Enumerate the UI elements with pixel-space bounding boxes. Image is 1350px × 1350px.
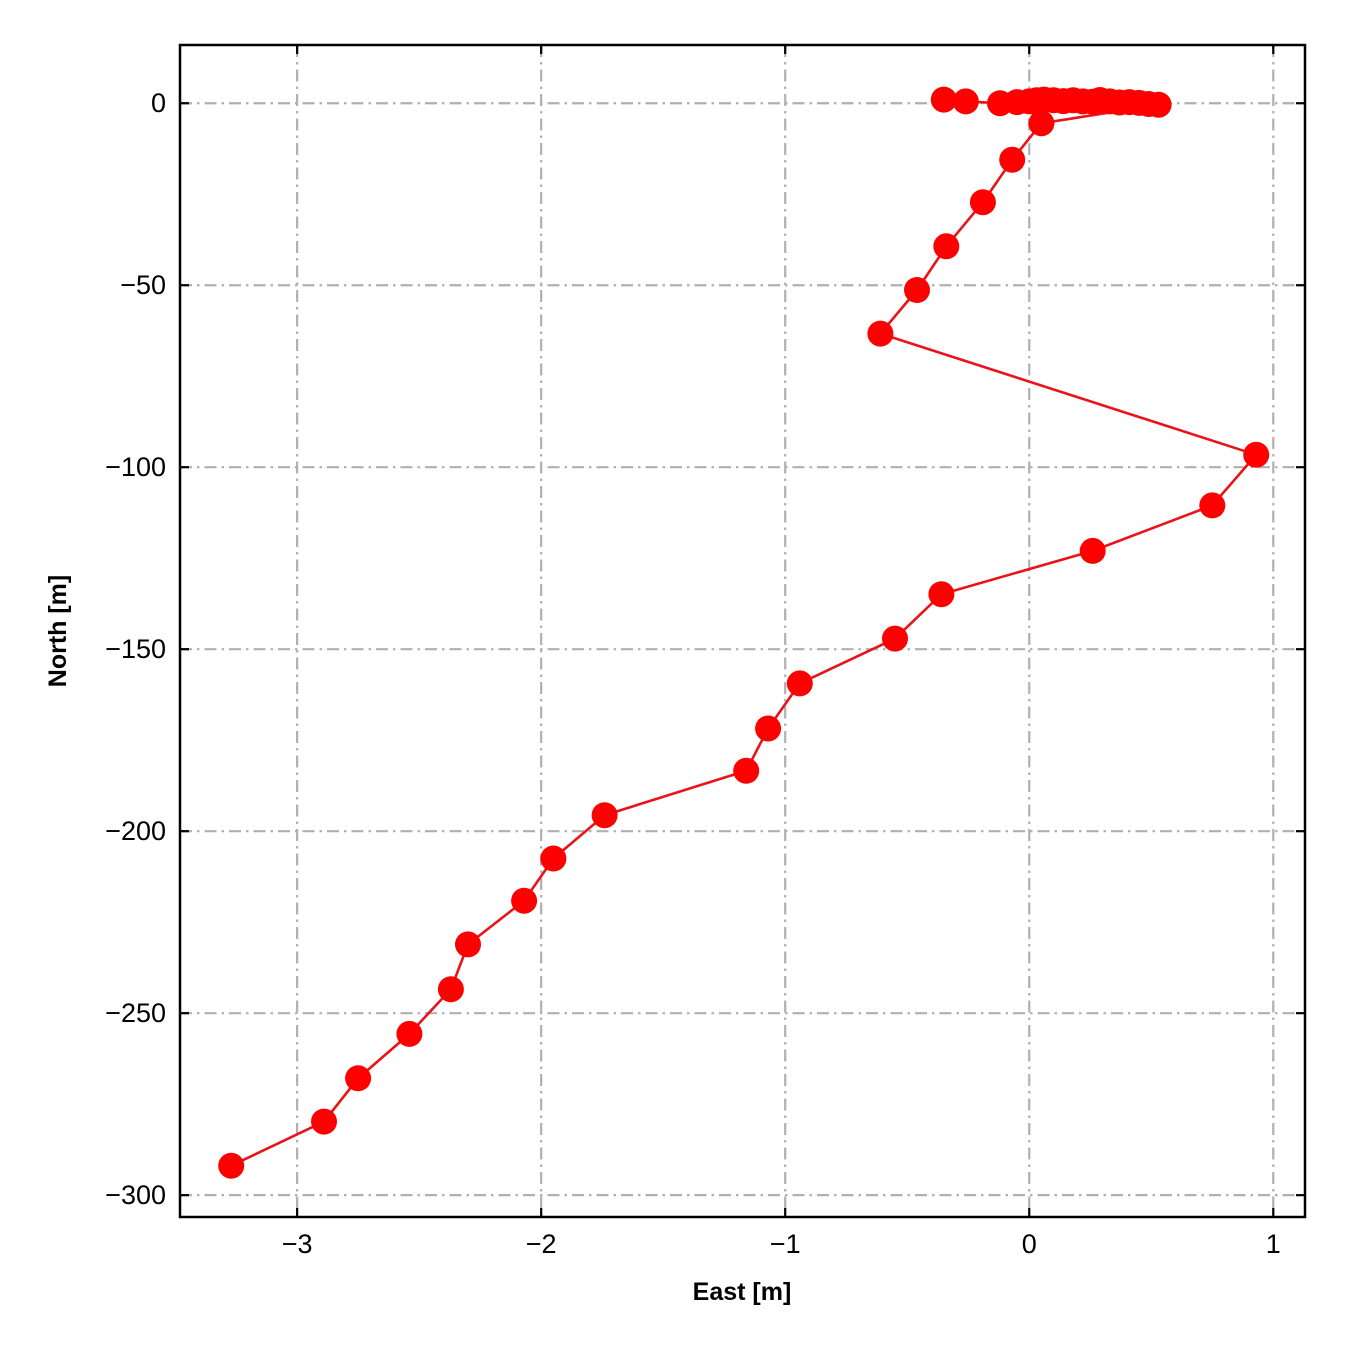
x-tick-label: −3 [282, 1229, 313, 1259]
series-layer [218, 86, 1270, 1179]
data-point [999, 146, 1026, 173]
data-point [755, 715, 782, 742]
data-point [1079, 537, 1106, 564]
data-point [455, 931, 481, 958]
y-tick-label: −50 [120, 270, 166, 300]
data-point [311, 1108, 337, 1135]
data-point [1028, 110, 1055, 137]
plot-frame [178, 43, 1307, 1219]
x-tick-label: −2 [526, 1229, 557, 1259]
x-axis-label: East [m] [693, 1278, 792, 1306]
y-tick-label: −150 [105, 634, 166, 664]
series-line [230, 98, 1258, 1167]
data-point [1243, 441, 1270, 468]
data-point [928, 581, 955, 608]
x-tick-label: −1 [770, 1229, 801, 1259]
data-point [930, 86, 957, 113]
data-point [345, 1065, 372, 1092]
data-point [511, 887, 538, 914]
data-point [437, 976, 464, 1003]
data-point [733, 757, 760, 784]
data-point [786, 670, 813, 697]
data-point [904, 277, 930, 303]
y-tick-label: −300 [105, 1180, 166, 1210]
y-tick-label: −250 [105, 998, 166, 1028]
data-point [591, 802, 618, 829]
grid-lines [180, 45, 1305, 1217]
y-tick-label: −200 [105, 816, 166, 846]
data-point [1145, 91, 1172, 118]
data-point [969, 189, 996, 216]
data-point [882, 625, 908, 652]
data-point [1199, 492, 1226, 519]
data-point [933, 233, 960, 260]
y-axis-label: North [m] [44, 575, 72, 687]
y-tick-label: 0 [151, 88, 166, 118]
x-tick-label: 0 [1022, 1229, 1037, 1259]
ticks: −3 −2 −1 0 1 0 −50 −100 −150 −200 −250 −300 [105, 45, 1305, 1259]
data-point [867, 320, 894, 347]
data-point [396, 1020, 423, 1047]
data-point [218, 1152, 245, 1179]
data-point [952, 88, 979, 115]
y-tick-label: −100 [105, 452, 166, 482]
x-tick-label: 1 [1266, 1229, 1281, 1259]
data-point [540, 845, 567, 872]
